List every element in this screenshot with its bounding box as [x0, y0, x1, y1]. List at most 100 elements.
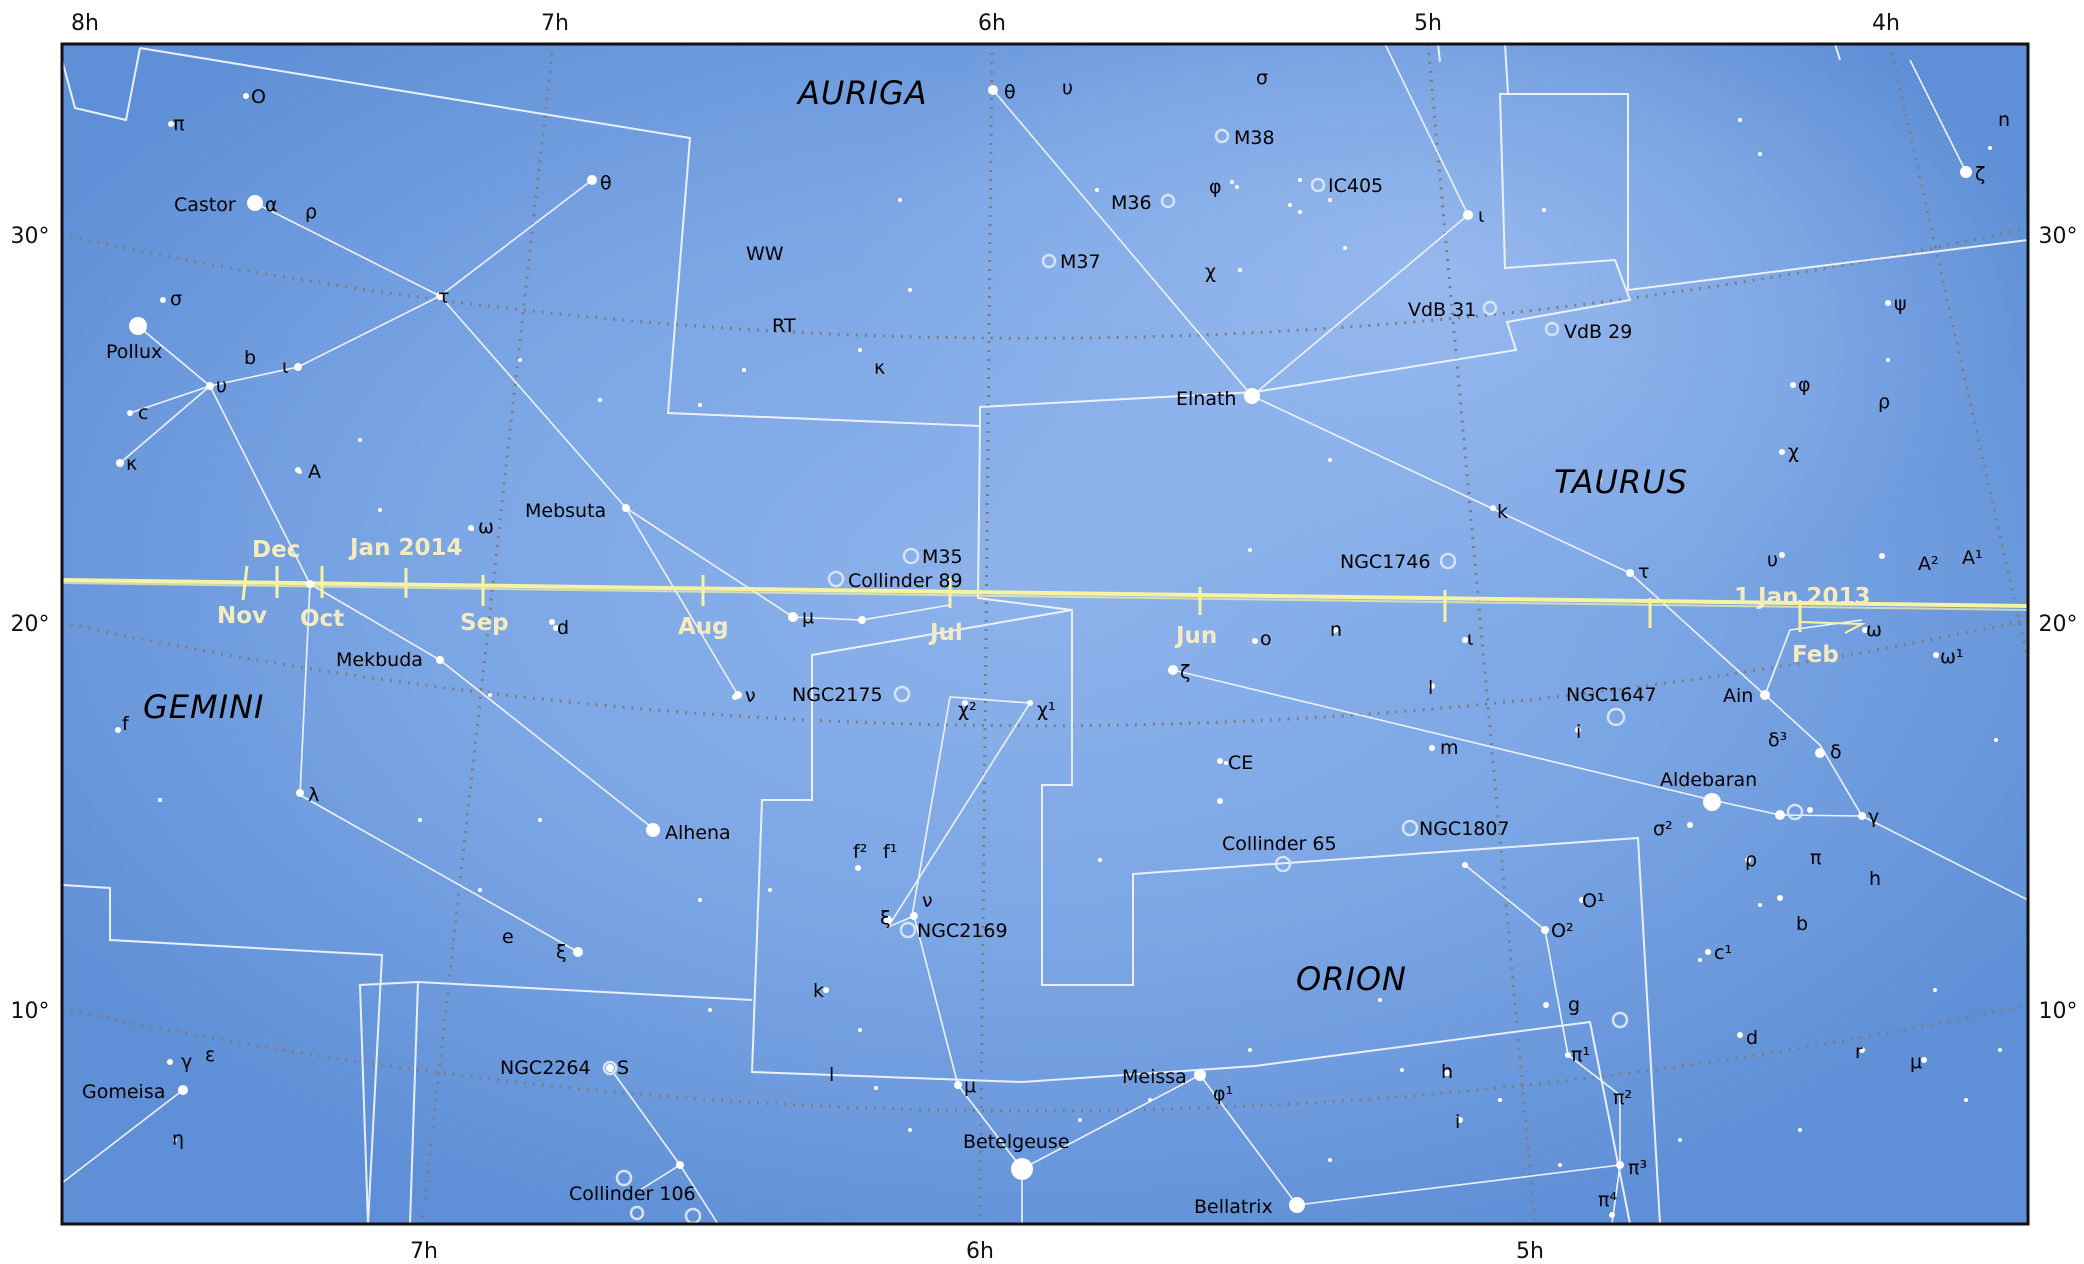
star-label: σ: [1256, 67, 1268, 89]
dec-label-right: 30°: [2039, 224, 2078, 249]
star-label: μ: [802, 606, 814, 628]
star-label: A¹: [1962, 547, 1983, 569]
star-label: α: [265, 194, 278, 216]
star-label: A: [308, 461, 321, 483]
constellation-label-orion: ORION: [1296, 960, 1407, 998]
ra-label-bottom: 6h: [966, 1239, 994, 1264]
star-label: θ: [1004, 81, 1016, 103]
month-label: Aug: [678, 614, 729, 640]
star-label: Gomeisa: [82, 1081, 165, 1103]
star-label: o: [1260, 628, 1272, 650]
stars: [115, 85, 2002, 1218]
star-label: φ: [1209, 176, 1222, 198]
star-label: Mekbuda: [336, 649, 423, 671]
ra-label-top: 4h: [1872, 11, 1900, 36]
star-label: τ: [438, 286, 449, 308]
month-label: Dec: [252, 537, 300, 563]
star-label: d: [1746, 1027, 1758, 1049]
ra-label-bottom: 7h: [410, 1239, 438, 1264]
star-label: ν: [745, 685, 756, 707]
star-label: μ: [964, 1075, 976, 1097]
star-label: χ: [1788, 441, 1799, 463]
star-label: ρ: [1745, 849, 1757, 871]
star-label: Betelgeuse: [963, 1131, 1070, 1153]
ecliptic: [61, 565, 2029, 634]
star-label: κ: [126, 453, 137, 475]
star-label: δ: [1830, 741, 1842, 763]
star-label: f: [122, 713, 130, 735]
star-label: γ: [1868, 806, 1879, 828]
star-label: Collinder 106: [569, 1183, 696, 1205]
star-label: f²: [853, 841, 867, 863]
star-label: ζ: [1975, 163, 1985, 185]
constellation-boundaries: [61, 43, 2029, 1225]
star-label: IC405: [1328, 175, 1383, 197]
month-label: Oct: [300, 606, 344, 632]
star-label: b: [1796, 913, 1808, 935]
star-label: l: [1428, 677, 1433, 699]
star-label: ι: [1478, 205, 1484, 227]
dec-axis: 30° 20° 10° 30° 20° 10°: [11, 224, 2078, 1024]
star-label: κ: [874, 357, 885, 379]
constellation-label-taurus: TAURUS: [1554, 463, 1688, 501]
star-label: ψ: [1894, 293, 1907, 315]
star-label: ξ: [556, 941, 567, 963]
star-label: υ: [1062, 77, 1073, 99]
star-label: CE: [1228, 752, 1253, 774]
star-label: Collinder 65: [1222, 833, 1337, 855]
star-label: ξ: [880, 907, 891, 929]
month-label: Nov: [217, 603, 267, 629]
month-label: Feb: [1792, 642, 1839, 668]
star-label: f¹: [883, 841, 897, 863]
dec-label-right: 20°: [2039, 612, 2078, 637]
star-label: θ: [600, 172, 612, 194]
star-label: χ¹: [1037, 699, 1056, 721]
month-label: Jun: [1174, 623, 1217, 649]
star-label: υ: [1767, 549, 1778, 571]
star-label: ω: [478, 516, 494, 538]
sky-glow: [62, 44, 2028, 1224]
constellation-label-gemini: GEMINI: [143, 688, 264, 726]
star-label: r: [1855, 1041, 1863, 1063]
star-label: Elnath: [1176, 388, 1236, 410]
dec-label-left: 10°: [11, 999, 50, 1024]
star-labels: O π Castor α ρ θ σ Pollux b ι υ c κ A τ …: [82, 67, 2010, 1218]
dec-label-left: 20°: [11, 612, 50, 637]
star-label: μ: [1910, 1051, 1922, 1073]
coordinate-grid: [61, 43, 2030, 1225]
star-label: n: [1330, 619, 1342, 641]
star-label: m: [1440, 737, 1459, 759]
star-label: Castor: [174, 194, 236, 216]
star-label: σ²: [1653, 818, 1673, 840]
star-label: υ: [216, 375, 227, 397]
ra-label-top: 8h: [71, 11, 99, 36]
star-label: γ: [181, 1051, 192, 1073]
star-label: ι: [1467, 628, 1473, 650]
star-label: NGC1647: [1566, 684, 1657, 706]
star-label: b: [244, 347, 256, 369]
star-label: φ¹: [1213, 1083, 1233, 1105]
star-label: λ: [308, 784, 319, 806]
star-label: η: [172, 1128, 184, 1150]
star-label: VdB 29: [1564, 321, 1632, 343]
star-label: ω: [1866, 619, 1882, 641]
ra-axis-bottom: 7h 6h 5h: [410, 1239, 1544, 1264]
star-label: Alhena: [665, 822, 731, 844]
star-label: M37: [1060, 251, 1101, 273]
star-label: π²: [1613, 1087, 1632, 1109]
star-label: M35: [922, 546, 963, 568]
star-label: Meissa: [1122, 1066, 1187, 1088]
deep-sky-objects: [602, 128, 1804, 1225]
star-label: l: [829, 1064, 834, 1086]
star-label: h: [1869, 868, 1881, 890]
star-label: M36: [1111, 192, 1152, 214]
date-label-2013: 1 Jan 2013: [1734, 584, 1870, 610]
chart-frame: [60, 42, 2030, 1226]
star-label: ε: [205, 1044, 215, 1066]
ra-label-top: 5h: [1414, 11, 1442, 36]
star-label: σ: [170, 288, 182, 310]
star-label: Mebsuta: [525, 500, 606, 522]
star-label: Collinder 89: [848, 570, 963, 592]
star-label: k: [1497, 501, 1508, 523]
